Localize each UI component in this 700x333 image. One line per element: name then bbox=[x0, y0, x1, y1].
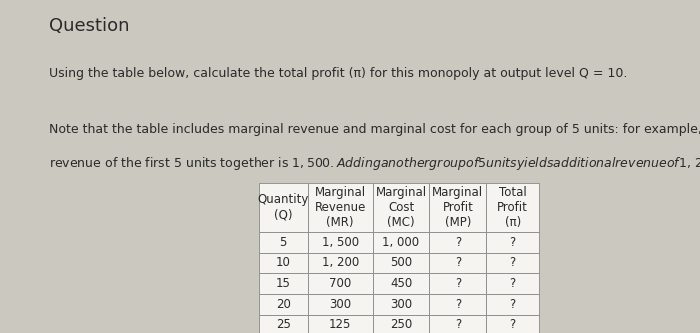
Text: revenue of the first 5 units together is $1, 500. Adding another group of 5 unit: revenue of the first 5 units together is… bbox=[49, 155, 700, 172]
Text: Using the table below, calculate the total profit (π) for this monopoly at outpu: Using the table below, calculate the tot… bbox=[49, 67, 627, 80]
Text: Note that the table includes marginal revenue and marginal cost for each group o: Note that the table includes marginal re… bbox=[49, 123, 700, 136]
Text: Question: Question bbox=[49, 17, 130, 35]
